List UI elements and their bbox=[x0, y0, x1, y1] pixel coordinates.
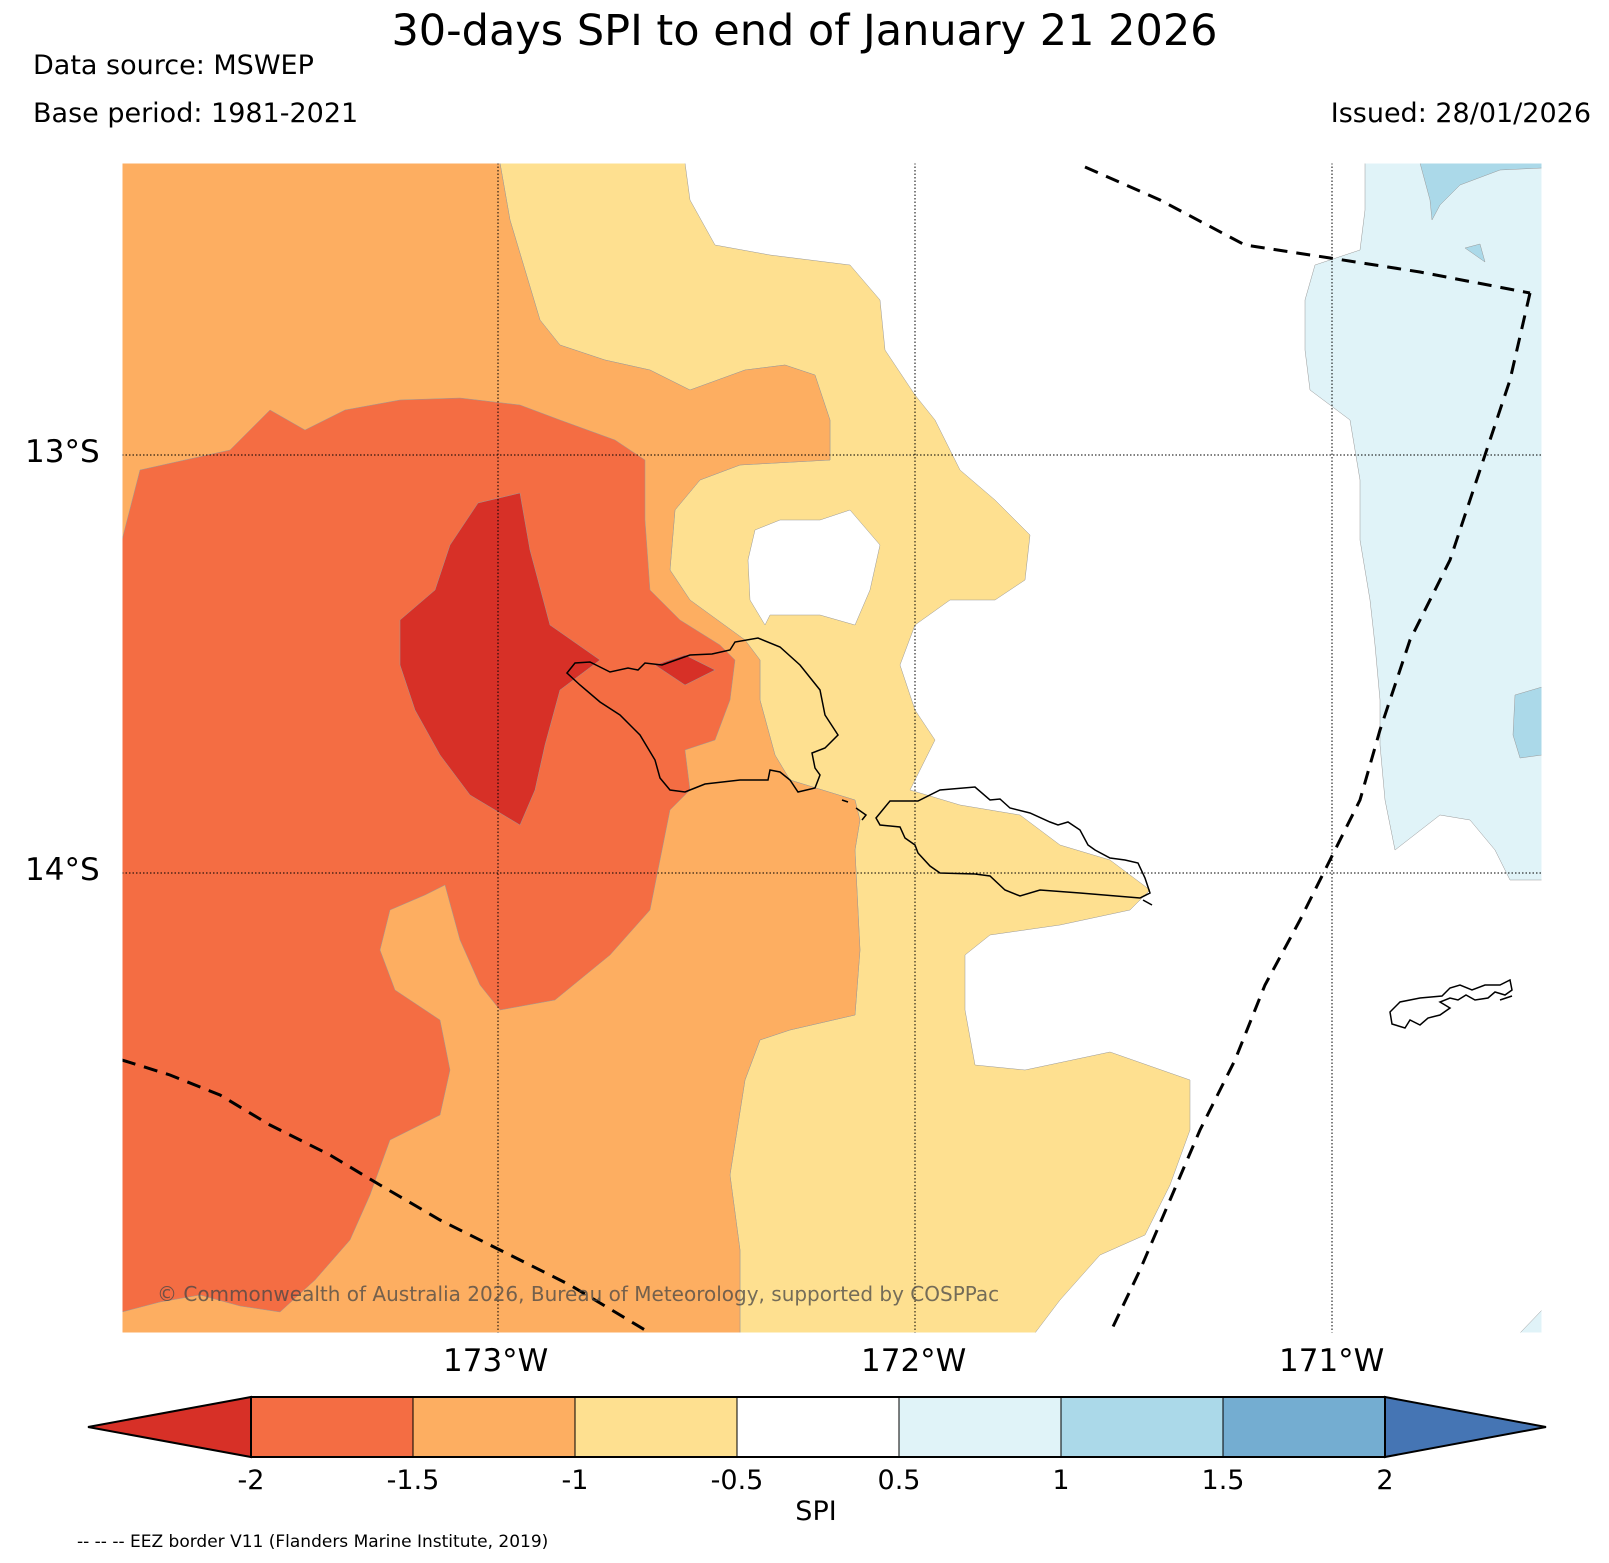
spi-zone-0-5-to-1 bbox=[1304, 163, 1542, 881]
spi-zone-below-minus-2 bbox=[399, 492, 601, 826]
issued-date-text: Issued: 28/01/2026 bbox=[1330, 98, 1591, 129]
colorbar-seg-2 bbox=[412, 1396, 576, 1458]
colorbar-extend-low bbox=[87, 1395, 252, 1459]
lon-label-173w: 173°W bbox=[443, 1343, 549, 1379]
colorbar-tick: 0.5 bbox=[877, 1465, 921, 1496]
colorbar-seg-1 bbox=[250, 1396, 414, 1458]
colorbar-tick: 1.5 bbox=[1201, 1465, 1245, 1496]
savaii-island-outline bbox=[565, 637, 839, 793]
lon-label-172w: 172°W bbox=[861, 1343, 967, 1379]
lon-label-171w: 171°W bbox=[1279, 1343, 1385, 1379]
colorbar-tick: -0.5 bbox=[710, 1465, 764, 1496]
colorbar-seg-4 bbox=[736, 1396, 900, 1458]
graticule bbox=[122, 163, 1542, 1333]
colorbar-tick: -1.5 bbox=[386, 1465, 440, 1496]
eez-footnote: -- -- -- EEZ border V11 (Flanders Marine… bbox=[77, 1532, 549, 1552]
colorbar-seg-5 bbox=[898, 1396, 1062, 1458]
lat-label-13s: 13°S bbox=[25, 434, 100, 470]
map-title: 30-days SPI to end of January 21 2026 bbox=[391, 6, 1218, 56]
upolu-island-outline bbox=[875, 786, 1151, 899]
spi-zone-1-to-1-5 bbox=[1419, 163, 1542, 221]
spi-colorbar bbox=[87, 1395, 1547, 1459]
lat-label-14s: 14°S bbox=[25, 852, 100, 888]
spi-zone-minus-2-to-minus-1-5 bbox=[122, 397, 736, 1313]
copyright-watermark: © Commonwealth of Australia 2026, Bureau… bbox=[157, 1282, 1000, 1306]
base-period-text: Base period: 1981-2021 bbox=[33, 98, 359, 129]
colorbar-tick: -2 bbox=[237, 1465, 265, 1496]
colorbar-seg-3 bbox=[574, 1396, 738, 1458]
colorbar-tick: 2 bbox=[1376, 1465, 1394, 1496]
tutuila-island-outline bbox=[1389, 978, 1513, 1029]
colorbar-tick: -1 bbox=[561, 1465, 589, 1496]
colorbar-extend-high bbox=[1384, 1395, 1547, 1459]
colorbar-tick: 1 bbox=[1052, 1465, 1070, 1496]
colorbar-seg-6 bbox=[1060, 1396, 1224, 1458]
eez-border bbox=[122, 165, 1532, 1333]
data-source-text: Data source: MSWEP bbox=[33, 50, 314, 81]
colorbar-label: SPI bbox=[795, 1496, 837, 1527]
colorbar-seg-7 bbox=[1222, 1396, 1386, 1458]
